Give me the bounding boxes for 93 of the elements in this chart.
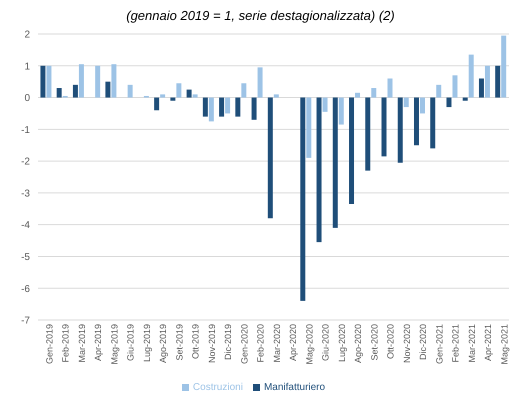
- x-tick-label: Set-2019: [174, 324, 184, 361]
- x-tick-label: Mag-2020: [304, 324, 314, 365]
- x-tick-label: Gen-2020: [239, 324, 250, 364]
- x-tick-label: Dic-2020: [418, 324, 428, 360]
- bar: [95, 66, 100, 98]
- y-tick-label: -1: [21, 124, 30, 136]
- bar: [56, 88, 62, 98]
- bar: [332, 98, 338, 228]
- x-tick-label: Feb-2020: [256, 324, 266, 363]
- y-tick-label: -7: [21, 316, 30, 327]
- x-tick-label: Ott-2019: [190, 324, 201, 360]
- bar: [274, 94, 279, 98]
- bar: [105, 82, 110, 98]
- bar: [404, 98, 409, 108]
- bar: [382, 98, 387, 156]
- y-tick-label: -6: [21, 284, 30, 295]
- bar: [316, 98, 322, 242]
- bar: [258, 67, 263, 98]
- bar: [446, 98, 452, 108]
- bar: [462, 98, 468, 101]
- bar: [225, 98, 230, 114]
- x-tick-label: Feb-2019: [60, 324, 71, 363]
- bar: [388, 78, 393, 98]
- y-tick-label: -4: [21, 220, 30, 232]
- x-tick-label: Ago-2019: [158, 324, 168, 364]
- bar: [78, 64, 84, 98]
- bar: [338, 98, 344, 125]
- x-tick-label: Apr-2019: [93, 324, 104, 362]
- x-tick-label: Dic-2019: [223, 324, 234, 360]
- legend-label: Costruzioni: [192, 382, 243, 393]
- bar: [219, 98, 224, 117]
- x-tick-label: Lug-2019: [142, 324, 152, 362]
- bar: [160, 94, 166, 98]
- bar: [420, 98, 425, 114]
- bar: [192, 94, 198, 98]
- x-tick-label: Mag-2021: [499, 324, 510, 365]
- bar: [501, 36, 506, 98]
- bar: [484, 66, 490, 98]
- x-tick-label: Gen-2019: [44, 324, 55, 364]
- bar: [186, 90, 192, 98]
- bar: [235, 98, 240, 117]
- bar: [306, 98, 312, 158]
- bar: [468, 54, 474, 98]
- x-tick-label: Nov-2020: [402, 324, 412, 364]
- x-tick-label: Mag-2019: [109, 324, 120, 365]
- x-tick-label: Ott-2020: [386, 324, 396, 360]
- bar: [208, 98, 214, 122]
- x-tick-label: Mar-2019: [76, 324, 87, 363]
- x-tick-label: Ago-2020: [353, 324, 364, 364]
- y-tick-label: 1: [24, 61, 30, 72]
- bar: [436, 84, 442, 98]
- bar: [371, 88, 376, 98]
- y-tick-label: -2: [21, 156, 30, 168]
- bar: [430, 98, 436, 148]
- x-tick-label: Gen-2021: [434, 324, 444, 364]
- x-tick-label: Apr-2021: [483, 324, 494, 362]
- bar: [414, 98, 419, 146]
- legend-label: Manifatturiero: [264, 382, 326, 393]
- x-tick-label: Lug-2020: [336, 324, 347, 362]
- y-tick-label: -5: [21, 252, 30, 263]
- x-tick-label: Mar-2021: [466, 324, 477, 363]
- bar: [170, 98, 176, 101]
- x-tick-label: Feb-2021: [450, 324, 461, 363]
- x-tick-label: Nov-2019: [206, 324, 217, 364]
- bar: [128, 84, 133, 98]
- x-tick-label: Giu-2020: [320, 324, 331, 362]
- bar: [252, 98, 257, 120]
- x-tick-label: Apr-2020: [288, 324, 298, 362]
- bar: [176, 83, 182, 98]
- bar: [349, 98, 354, 204]
- y-tick-label: 0: [24, 93, 30, 104]
- bar: [495, 66, 500, 98]
- bar: [202, 98, 208, 117]
- bar: [241, 83, 246, 98]
- bar: [355, 92, 360, 98]
- bar: [46, 66, 52, 98]
- bar: [154, 98, 160, 110]
- bar: [72, 84, 78, 98]
- y-tick-label: 2: [24, 30, 30, 41]
- bar: [322, 98, 328, 112]
- bar: [111, 64, 116, 98]
- y-tick-label: -3: [21, 188, 30, 200]
- bar: [478, 78, 484, 98]
- bar: [268, 98, 273, 218]
- chart-title: (gennaio 2019 = 1, serie destagionalizzata) (2): [125, 8, 396, 25]
- bar: [40, 66, 46, 98]
- bar: [452, 75, 458, 98]
- x-tick-label: Set-2020: [369, 324, 380, 361]
- bar: [300, 98, 306, 301]
- bar: [365, 98, 370, 171]
- x-tick-label: Mar-2020: [272, 324, 282, 363]
- bar: [398, 98, 403, 163]
- x-tick-label: Giu-2019: [126, 324, 136, 362]
